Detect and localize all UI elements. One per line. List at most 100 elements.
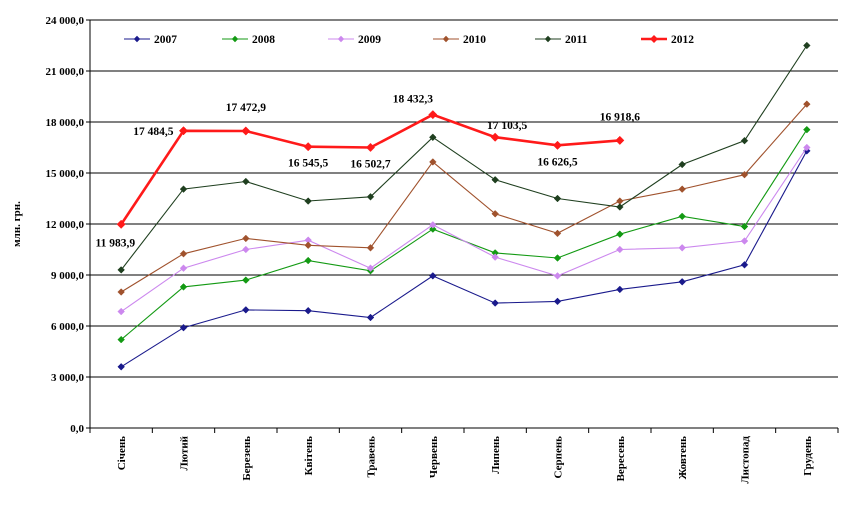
legend-label: 2007 [154,34,177,46]
data-point-2008 [616,230,624,238]
data-point-2012 [552,140,563,150]
y-tick-label: 0,0 [70,423,84,435]
data-point-2008 [117,335,125,344]
y-tick-label: 15 000,0 [46,168,85,180]
data-point-2009 [429,221,437,229]
data-point-2008 [429,225,437,233]
y-tick-label: 9 000,0 [51,270,85,282]
series-line-2011 [120,45,808,271]
data-point-2011 [678,160,686,169]
data-point-2012 [241,126,251,136]
legend-item-2009: 2009 [328,34,381,46]
data-point-2010 [242,234,250,243]
data-point-2007 [678,278,686,286]
data-point-2008 [179,283,188,291]
y-tick-label: 12 000,0 [46,219,85,231]
legend-swatch-marker [650,35,658,43]
y-tick-label: 3 000,0 [51,372,85,384]
data-point-2010 [304,241,312,250]
data-point-2009 [366,264,375,272]
data-point-2009 [117,307,125,316]
x-tick-label: Січень [116,436,128,470]
data-point-2008 [803,125,811,134]
series-2012 [116,110,625,229]
data-labels: 11 983,9 17 484,5 17 472,9 16 545,5 16 502,7… [96,94,641,250]
y-tick-label: 21 000,0 [46,66,85,78]
data-point-2009 [803,143,811,152]
y-tick-label: 6 000,0 [51,321,85,333]
data-point-2009 [179,264,188,272]
data-point-2011 [429,133,437,142]
data-point-2009 [242,245,250,254]
y-tick-label: 24 000,0 [46,15,85,27]
legend-swatch-marker [231,35,239,43]
series-2011 [117,41,811,274]
data-point-2012 [490,132,500,142]
x-tick-label: Вересень [615,436,627,482]
data-point-2011 [179,185,188,193]
legend-item-2012: 2012 [641,34,694,46]
data-point-2012 [428,110,438,120]
series-line-2010 [120,103,808,293]
data-point-2011 [803,41,811,50]
data-point-2011 [117,266,125,274]
x-tick-label: Жовтень [677,436,689,480]
legend-label: 2012 [671,34,694,46]
legend-label: 2009 [358,34,381,46]
data-point-2007 [366,313,375,322]
data-point-2012 [116,219,126,229]
legend: 2007 2008 2009 2010 2011 2012 [124,34,694,46]
y-axis-label: млн. грн. [11,201,23,247]
data-point-2011 [491,176,499,184]
series-line-2009 [120,147,808,313]
data-point-2007 [616,285,624,294]
y-tick-label: 18 000,0 [46,117,85,129]
x-tick-label: Квітень [303,436,315,476]
data-point-2011 [740,136,749,145]
legend-swatch-marker [133,35,141,43]
series-lines [116,41,811,371]
series-2010 [117,100,811,296]
x-tick-label: Грудень [802,436,814,476]
data-point-2008 [304,256,312,265]
data-point-2011 [553,194,562,203]
x-axis-ticks: Січень Лютий Березень Квітень Травень Червень… [89,428,839,484]
legend-swatch-marker [544,35,552,43]
data-point-2010 [366,244,375,252]
series-line-2007 [120,150,808,368]
data-point-2008 [242,276,250,284]
data-point-2012 [365,142,376,153]
data-point-2007 [304,306,312,315]
legend-swatch-marker [337,35,345,43]
data-point-2007 [117,363,125,371]
x-tick-label: Травень [366,436,378,478]
legend-item-2011: 2011 [535,34,588,46]
data-label: 16 918,6 [600,111,641,123]
data-point-2007 [740,261,749,269]
x-tick-label: Липень [490,436,502,474]
data-label: 17 472,9 [226,102,267,114]
data-point-2008 [678,212,686,221]
data-point-2007 [429,272,437,280]
data-point-2009 [740,237,749,245]
series-2007 [117,147,811,371]
data-point-2009 [553,272,562,280]
gridlines [90,19,838,378]
legend-swatch-marker [442,35,450,43]
data-label: 16 502,7 [350,158,391,170]
data-label: 17 103,5 [487,120,528,132]
data-point-2011 [616,203,624,211]
data-point-2010 [553,229,562,238]
data-point-2010 [740,170,749,179]
y-axis-ticks: 0,0 3 000,0 6 000,0 9 000,0 12 000,0 15 000,0… [46,15,90,435]
x-tick-label: Червень [428,436,440,478]
data-point-2011 [242,177,250,186]
data-label: 11 983,9 [96,237,136,249]
legend-label: 2010 [463,34,486,46]
series-line-2008 [120,129,808,341]
x-tick-label: Березень [241,436,253,481]
data-label: 16 545,5 [288,158,329,170]
legend-label: 2011 [565,34,588,46]
data-point-2010 [429,158,437,166]
